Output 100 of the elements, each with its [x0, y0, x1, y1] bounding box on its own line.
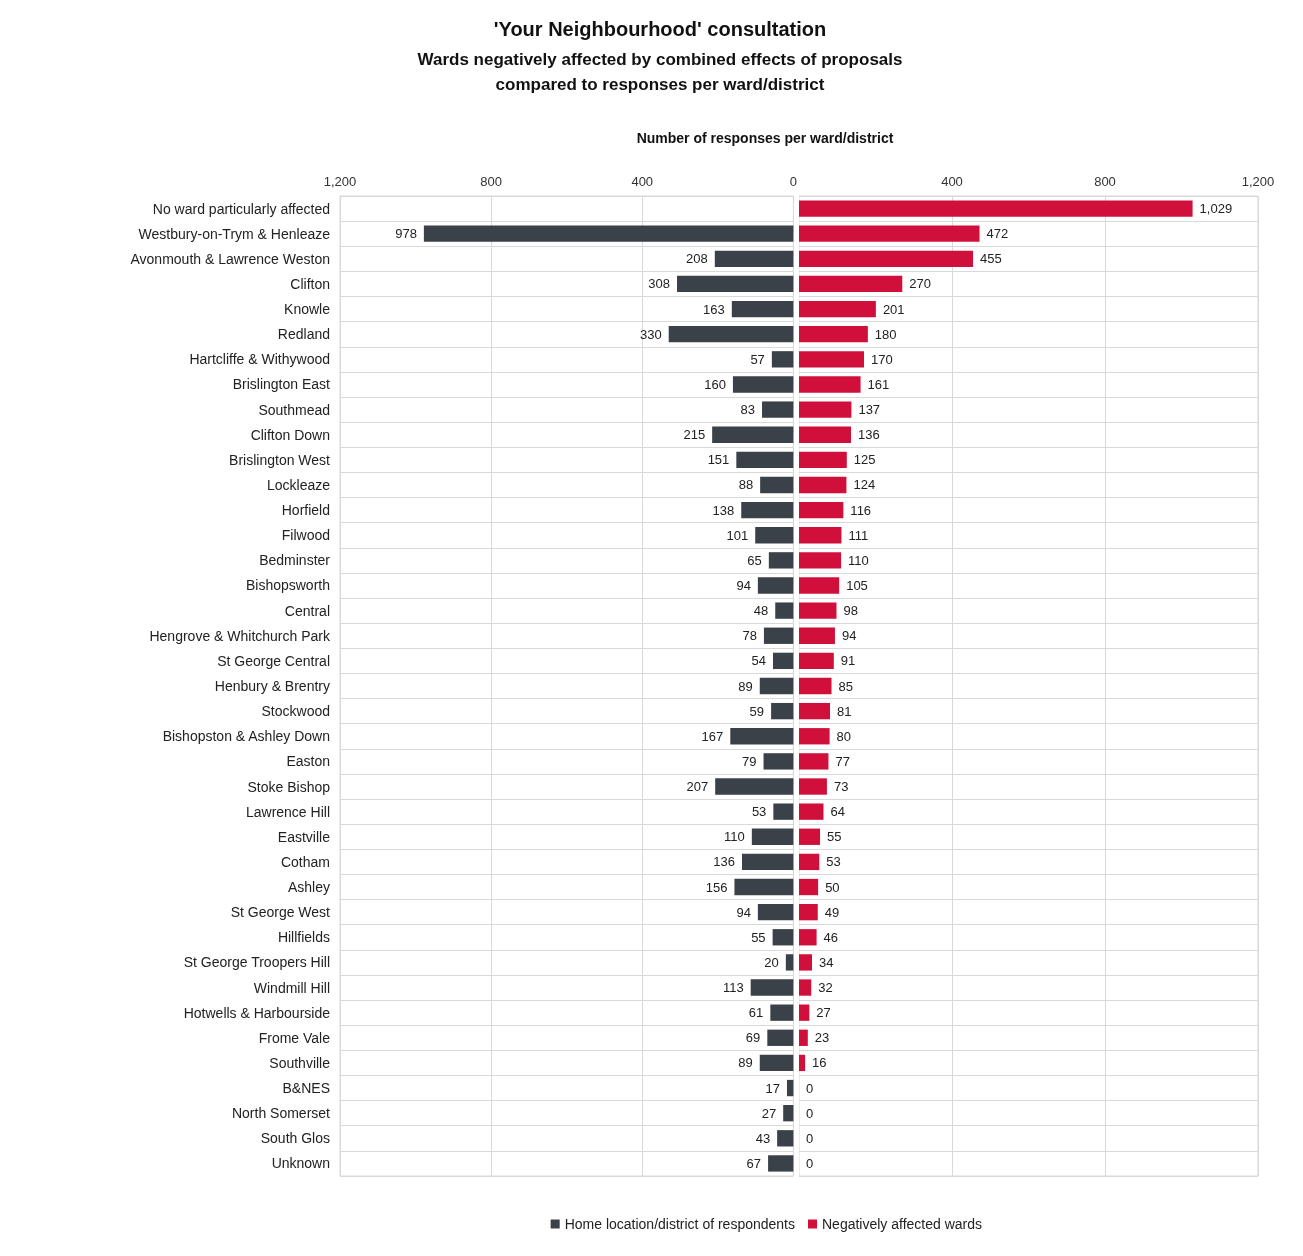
bar [759, 677, 794, 695]
y-tick-label: Knowle [284, 301, 331, 318]
x-tick-label: 400 [631, 174, 654, 189]
y-tick-label: Henbury & Brentry [214, 678, 330, 694]
y-tick-label: Bishopsworth [245, 577, 330, 594]
y-tick-label: Easton [286, 753, 330, 770]
bar [799, 1004, 810, 1021]
y-tick-label: Ashley [287, 879, 330, 896]
bar [799, 376, 861, 393]
bar [772, 652, 794, 670]
data-label: 151 [707, 452, 730, 468]
bar [799, 250, 974, 267]
bar [799, 200, 1193, 217]
bar [750, 979, 794, 996]
data-label: 125 [853, 452, 876, 468]
data-label: 161 [867, 376, 890, 392]
y-tick-label: Stockwood [261, 703, 330, 720]
data-label: 89 [738, 678, 753, 694]
y-tick-label: Hotwells & Harbourside [183, 1004, 331, 1021]
bar [770, 1004, 794, 1021]
bar [799, 853, 820, 871]
data-label: 61 [748, 1005, 764, 1021]
bar [799, 401, 852, 418]
data-label: 53 [826, 854, 841, 870]
bar [799, 929, 817, 946]
bar [760, 476, 794, 494]
data-label: 98 [843, 603, 858, 619]
data-label: 0 [806, 1130, 814, 1146]
data-label: 137 [858, 402, 881, 418]
y-tick-label: Brislington East [232, 376, 331, 393]
bar [742, 853, 794, 871]
bar [771, 702, 794, 720]
data-label: 23 [814, 1030, 830, 1046]
data-label: 67 [746, 1155, 762, 1171]
bar [763, 627, 794, 644]
bar [799, 728, 830, 745]
y-tick-label: Lockleaze [266, 476, 331, 493]
bar [799, 652, 834, 670]
bar [714, 250, 794, 267]
bar [799, 577, 840, 594]
bar [773, 803, 794, 820]
data-label: 16 [812, 1055, 827, 1071]
y-tick-label: St George Troopers Hill [183, 954, 330, 971]
y-tick-label: Redland [277, 326, 330, 343]
data-label: 170 [871, 351, 893, 367]
data-label: 94 [736, 577, 751, 593]
data-label: 69 [745, 1030, 761, 1046]
data-label: 105 [846, 577, 868, 593]
data-label: 94 [841, 628, 857, 644]
x-axis-title: Number of responses per ward/district [635, 130, 895, 146]
bar [799, 1029, 808, 1046]
data-label: 136 [858, 427, 880, 443]
y-tick-label: Clifton Down [250, 426, 330, 443]
data-label: 136 [713, 854, 735, 870]
data-label: 77 [835, 753, 850, 769]
y-tick-label: Stoke Bishop [247, 778, 331, 795]
bar [677, 275, 794, 293]
y-tick-label: Filwood [281, 527, 330, 544]
data-label: 79 [742, 753, 757, 769]
data-label: 110 [848, 552, 869, 568]
bar [799, 702, 830, 720]
data-label: 80 [836, 728, 852, 744]
data-label: 54 [751, 653, 766, 669]
bar [715, 778, 794, 795]
data-label: 0 [806, 1105, 814, 1121]
y-tick-label: Westbury-on-Trym & Henleaze [138, 225, 331, 242]
data-label: 0 [806, 1155, 814, 1171]
x-tick-label: 0 [789, 174, 797, 189]
bar [767, 1029, 794, 1046]
bar [799, 300, 876, 318]
bar [757, 903, 794, 921]
bar [799, 803, 824, 820]
bar [785, 954, 794, 971]
y-tick-label: Unknown [271, 1155, 330, 1172]
y-tick-label: Clifton [290, 275, 330, 292]
data-label: 55 [751, 929, 766, 945]
data-label: 65 [747, 552, 762, 568]
bar [734, 878, 794, 896]
data-label: 49 [824, 904, 840, 920]
data-label: 215 [683, 427, 706, 443]
data-label: 156 [705, 879, 728, 895]
data-label: 27 [816, 1005, 831, 1021]
y-tick-label: Windmill Hill [253, 979, 330, 996]
data-label: 53 [751, 804, 767, 820]
y-tick-label: Horfield [281, 502, 330, 519]
data-label: 207 [686, 779, 709, 795]
y-tick-label: Southville [269, 1054, 331, 1071]
bar [712, 426, 794, 443]
y-tick-label: Frome Vale [258, 1029, 331, 1046]
data-label: 34 [819, 954, 834, 970]
bar [799, 878, 819, 896]
data-label: 160 [704, 376, 726, 392]
bar [423, 225, 794, 242]
y-tick-label: Hengrove & Whitchurch Park [149, 627, 331, 644]
bar [741, 501, 794, 519]
bar [799, 476, 847, 494]
bar [799, 602, 837, 619]
bar [799, 753, 829, 770]
bar [799, 451, 847, 469]
bar [772, 929, 794, 946]
